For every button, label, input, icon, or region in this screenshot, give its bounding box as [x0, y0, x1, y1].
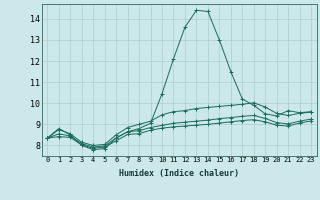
X-axis label: Humidex (Indice chaleur): Humidex (Indice chaleur)	[119, 169, 239, 178]
